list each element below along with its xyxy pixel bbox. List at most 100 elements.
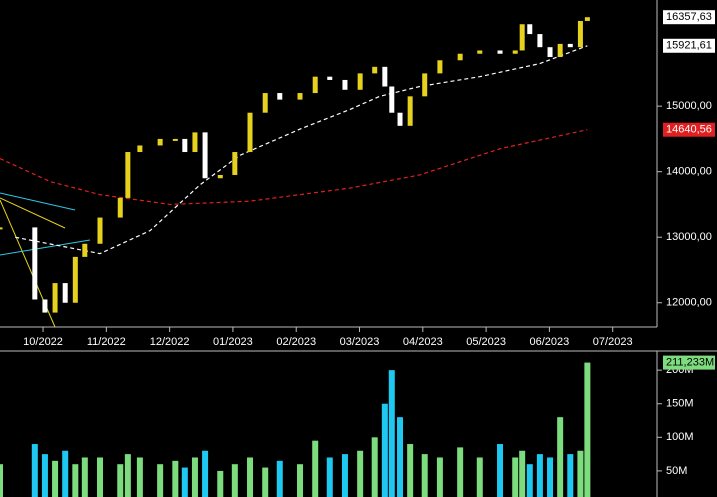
volume-bar: [457, 447, 464, 497]
volume-bar: [371, 437, 378, 497]
candle: [567, 43, 573, 48]
x-tick-label: 06/2023: [530, 336, 570, 348]
volume-bar: [577, 450, 584, 497]
volume-bar: [584, 362, 591, 497]
volume-bar: [262, 467, 269, 497]
candle: [584, 17, 590, 21]
trend-line: [0, 197, 66, 229]
volume-bar: [312, 440, 319, 497]
volume-bar: [0, 464, 3, 497]
x-tick-label: 02/2023: [276, 336, 316, 348]
candle: [277, 93, 283, 100]
trend-line: [0, 192, 76, 211]
candle: [137, 145, 143, 153]
candle: [519, 24, 525, 51]
candle: [577, 20, 583, 48]
x-tick-label: 07/2023: [593, 336, 633, 348]
volume-bar: [191, 457, 198, 497]
candle: [117, 197, 123, 218]
candle: [125, 152, 131, 198]
candle: [382, 66, 388, 87]
candle: [0, 227, 3, 230]
candle: [327, 76, 333, 80]
volume-bar: [97, 457, 104, 497]
volume-bar: [202, 450, 209, 497]
volume-bar: [297, 464, 304, 497]
candle: [172, 138, 178, 141]
last-value-label: 15921,61: [666, 40, 712, 52]
candle: [357, 73, 363, 90]
candle: [342, 79, 348, 90]
volume-bar: [124, 454, 131, 497]
candle: [247, 112, 253, 153]
candle: [397, 112, 403, 126]
volume-bar: [81, 457, 88, 497]
volume-bar: [31, 444, 38, 497]
x-tick-label: 12/2022: [150, 336, 190, 348]
volume-bar: [276, 460, 283, 497]
volume-bar: [41, 454, 48, 497]
y-tick-label: 13000,00: [666, 231, 712, 243]
volume-bar: [172, 460, 179, 497]
volume-bar: [407, 444, 414, 497]
y-tick-label: 14000,00: [666, 166, 712, 178]
volume-bar: [519, 450, 526, 497]
x-tick-label: 01/2023: [213, 336, 253, 348]
x-tick-label: 03/2023: [340, 336, 380, 348]
last-value-label: 14640,56: [666, 124, 712, 136]
candle: [32, 227, 38, 300]
volume-bar: [117, 464, 124, 497]
trend-line: [0, 239, 91, 256]
candle: [72, 256, 78, 303]
volume-bar: [157, 464, 164, 497]
x-tick-label: 05/2023: [466, 336, 506, 348]
volume-bar: [217, 470, 224, 497]
candle: [422, 73, 428, 97]
candle: [297, 93, 303, 100]
volume-bar: [497, 444, 504, 497]
x-tick-label: 04/2023: [403, 336, 443, 348]
volume-bar: [247, 457, 254, 497]
candle: [437, 60, 443, 74]
candle: [232, 152, 238, 175]
candle: [557, 43, 563, 58]
volume-bar: [231, 464, 238, 497]
volume-bar: [326, 457, 333, 497]
candle: [157, 138, 163, 146]
volume-bar: [557, 417, 564, 497]
x-tick-label: 11/2022: [87, 336, 126, 348]
volume-bar: [476, 457, 483, 497]
y-tick-label: 15000,00: [666, 100, 712, 112]
x-tick-label: 10/2022: [23, 336, 63, 348]
candle: [262, 93, 268, 113]
volume-bar: [547, 457, 554, 497]
volume-bar: [436, 457, 443, 497]
last-value-box: [663, 38, 715, 53]
volume-bar: [526, 464, 533, 497]
volume-bar: [341, 454, 348, 497]
candle: [527, 24, 533, 35]
volume-bar: [136, 457, 143, 497]
candle: [82, 243, 88, 257]
candle: [97, 217, 103, 244]
candle: [389, 86, 395, 113]
y-tick-label: 12000,00: [666, 297, 712, 309]
volume-bar: [421, 454, 428, 497]
candle: [407, 96, 413, 126]
y-tick-label: 50M: [666, 465, 687, 477]
last-value-box: [663, 355, 715, 370]
candle: [512, 50, 518, 54]
volume-bar: [567, 454, 574, 497]
y-tick-label: 100M: [666, 431, 694, 443]
volume-bar: [536, 454, 543, 497]
candle: [202, 132, 208, 179]
candle: [312, 76, 318, 94]
candle: [497, 50, 503, 54]
volume-bar: [72, 464, 79, 497]
volume-bar: [381, 403, 388, 497]
candle: [477, 50, 483, 54]
candle: [547, 47, 553, 58]
last-value-box: [663, 122, 715, 137]
moving-average: [15, 45, 588, 255]
